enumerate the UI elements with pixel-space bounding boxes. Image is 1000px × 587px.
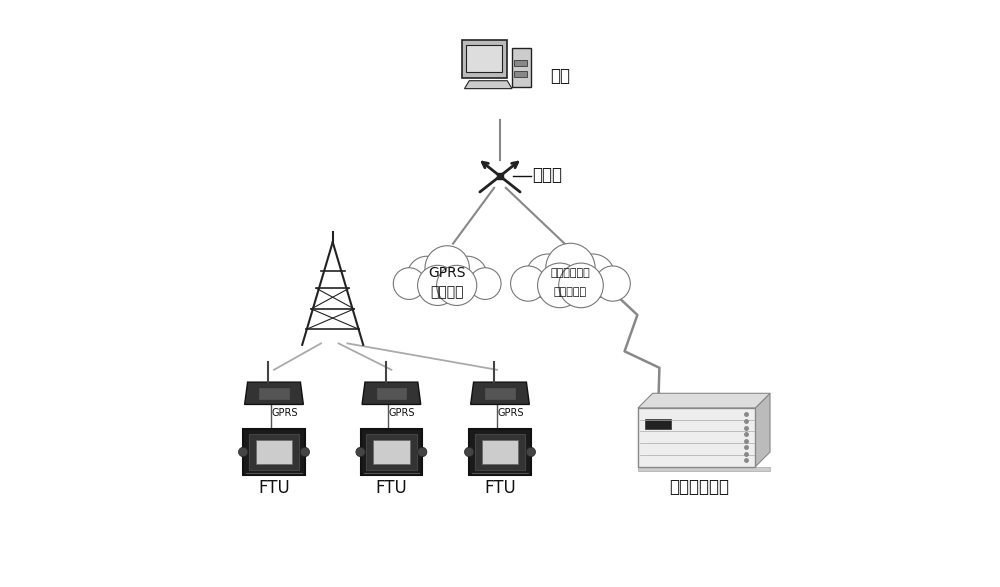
FancyBboxPatch shape — [466, 45, 502, 73]
FancyBboxPatch shape — [249, 434, 299, 470]
Circle shape — [418, 447, 427, 457]
Circle shape — [418, 265, 458, 305]
Circle shape — [570, 254, 615, 299]
Text: 无线网络: 无线网络 — [430, 285, 464, 299]
FancyBboxPatch shape — [462, 41, 507, 77]
Text: 站内选线系统: 站内选线系统 — [670, 478, 730, 496]
Polygon shape — [362, 382, 421, 404]
Text: FTU: FTU — [258, 480, 290, 497]
Text: 主站: 主站 — [550, 68, 570, 85]
Circle shape — [447, 256, 487, 296]
FancyBboxPatch shape — [469, 429, 531, 475]
Circle shape — [595, 266, 630, 301]
Text: 路由器: 路由器 — [532, 166, 562, 184]
Circle shape — [437, 265, 477, 305]
FancyBboxPatch shape — [638, 408, 755, 467]
Circle shape — [511, 266, 546, 301]
Circle shape — [300, 447, 310, 457]
Text: FTU: FTU — [484, 480, 516, 497]
FancyBboxPatch shape — [514, 60, 527, 66]
Circle shape — [538, 263, 582, 308]
FancyBboxPatch shape — [638, 467, 770, 471]
Circle shape — [559, 263, 603, 308]
Circle shape — [356, 447, 365, 457]
FancyBboxPatch shape — [514, 71, 527, 77]
Text: FTU: FTU — [376, 480, 407, 497]
FancyBboxPatch shape — [485, 387, 515, 399]
FancyBboxPatch shape — [256, 440, 292, 464]
Circle shape — [238, 447, 248, 457]
Polygon shape — [464, 80, 512, 89]
Text: GPRS: GPRS — [428, 266, 466, 280]
FancyBboxPatch shape — [361, 429, 422, 475]
Text: GPRS: GPRS — [497, 407, 524, 418]
Polygon shape — [638, 393, 770, 408]
FancyBboxPatch shape — [259, 387, 289, 399]
FancyBboxPatch shape — [366, 434, 417, 470]
Circle shape — [393, 268, 425, 299]
Polygon shape — [245, 382, 303, 404]
FancyBboxPatch shape — [475, 434, 525, 470]
FancyBboxPatch shape — [243, 429, 305, 475]
Circle shape — [407, 256, 447, 296]
Circle shape — [464, 447, 474, 457]
Polygon shape — [471, 382, 529, 404]
Text: GPRS: GPRS — [271, 407, 298, 418]
Text: 电力光纤专网: 电力光纤专网 — [551, 268, 590, 278]
Circle shape — [425, 246, 469, 290]
FancyBboxPatch shape — [377, 387, 406, 399]
Polygon shape — [755, 393, 770, 467]
Circle shape — [546, 243, 595, 292]
FancyBboxPatch shape — [512, 49, 531, 86]
Circle shape — [526, 447, 536, 457]
Text: 等有限网络: 等有限网络 — [554, 287, 587, 298]
Circle shape — [526, 254, 570, 299]
Circle shape — [469, 268, 501, 299]
FancyBboxPatch shape — [645, 419, 671, 429]
Text: GPRS: GPRS — [388, 407, 415, 418]
FancyBboxPatch shape — [373, 440, 410, 464]
FancyBboxPatch shape — [482, 440, 518, 464]
